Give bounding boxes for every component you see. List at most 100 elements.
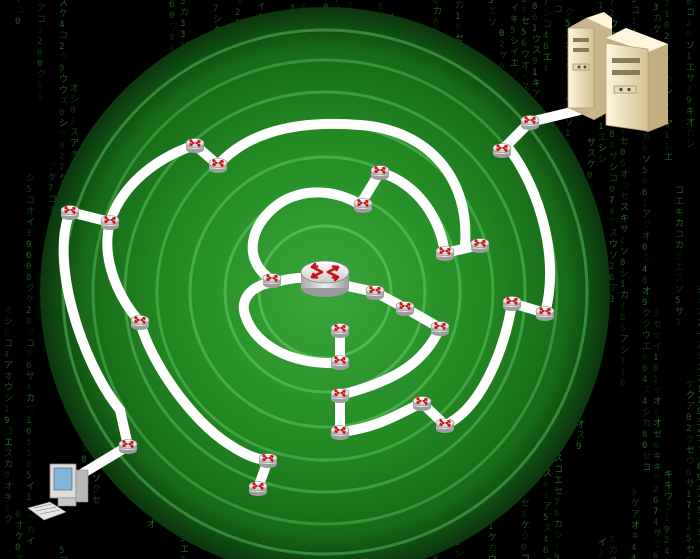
- matrix-glyph: エ: [543, 53, 552, 63]
- matrix-glyph: エ: [664, 153, 673, 163]
- matrix-glyph: ア: [532, 90, 541, 100]
- matrix-glyph: 7: [653, 507, 658, 517]
- router-icon: [100, 214, 120, 231]
- router-icon: [520, 114, 540, 131]
- matrix-glyph: 4: [4, 350, 9, 360]
- matrix-glyph: ケ: [653, 24, 662, 35]
- matrix-glyph: 1: [697, 385, 700, 395]
- router-icon: [185, 137, 205, 154]
- matrix-glyph: 6: [620, 159, 625, 169]
- matrix-glyph: 4: [642, 265, 647, 275]
- router-icon: [353, 197, 373, 214]
- matrix-glyph: ウ: [4, 382, 13, 393]
- matrix-glyph: 0: [642, 144, 647, 154]
- matrix-glyph: 1: [664, 131, 669, 141]
- matrix-glyph: ク: [26, 283, 35, 294]
- matrix-glyph: カ: [488, 543, 497, 554]
- matrix-glyph: 0: [70, 106, 75, 116]
- path-inner-loop: [247, 167, 485, 285]
- matrix-glyph: 7: [213, 4, 218, 14]
- matrix-glyph: オ: [653, 396, 662, 407]
- matrix-glyph: シ: [554, 531, 563, 541]
- matrix-glyph: 3: [686, 85, 691, 95]
- matrix-glyph: 1: [532, 68, 537, 78]
- matrix-glyph: 9: [532, 57, 537, 67]
- matrix-glyph: イ: [587, 182, 596, 192]
- matrix-glyph: ク: [26, 327, 35, 338]
- matrix-glyph: 5: [26, 185, 31, 195]
- matrix-glyph: コ: [543, 20, 552, 30]
- matrix-glyph: 4: [631, 543, 636, 553]
- matrix-glyph: 5: [686, 534, 691, 544]
- matrix-glyph: シ: [697, 528, 700, 538]
- matrix-glyph: 6: [301, 2, 306, 12]
- matrix-glyph: 6: [653, 441, 658, 451]
- matrix-glyph: ア: [4, 361, 13, 371]
- matrix-glyph: ソ: [488, 18, 497, 28]
- matrix-glyph: 2: [609, 9, 614, 19]
- matrix-glyph: 6: [433, 18, 438, 28]
- matrix-glyph: カ: [620, 290, 629, 301]
- matrix-glyph: 1: [631, 17, 636, 27]
- path-lower-right: [335, 105, 585, 437]
- matrix-glyph: ケ: [59, 173, 68, 184]
- matrix-glyph: 2: [499, 40, 504, 50]
- matrix-glyph: キ: [664, 481, 673, 491]
- matrix-glyph: 0: [642, 177, 647, 187]
- matrix-glyph: 2: [653, 485, 658, 495]
- matrix-glyph: 6: [620, 313, 625, 323]
- matrix-glyph: ケ: [631, 498, 640, 509]
- matrix-glyph: オ: [653, 418, 662, 429]
- matrix-glyph: 3: [180, 19, 185, 29]
- matrix-glyph: 8: [620, 258, 625, 268]
- matrix-glyph: コ: [37, 15, 46, 25]
- matrix-glyph: エ: [675, 197, 684, 207]
- matrix-glyph: カ: [642, 132, 651, 143]
- matrix-glyph: ケ: [488, 532, 497, 543]
- matrix-glyph: 0: [169, 44, 174, 54]
- matrix-glyph: ス: [59, 0, 68, 8]
- matrix-glyph: 9: [180, 534, 185, 544]
- matrix-glyph: 1: [664, 10, 669, 20]
- matrix-glyph: シ: [609, 163, 618, 173]
- matrix-glyph: シ: [26, 174, 35, 184]
- router-icon: [330, 424, 350, 441]
- router-icon: [330, 322, 350, 339]
- matrix-glyph: ア: [686, 402, 695, 412]
- matrix-glyph: オ: [620, 169, 629, 180]
- matrix-glyph: 9: [686, 96, 691, 106]
- matrix-glyph: コ: [609, 174, 618, 184]
- matrix-glyph: 6: [653, 551, 658, 559]
- matrix-glyph: カ: [653, 13, 662, 24]
- matrix-glyph: オ: [4, 481, 13, 492]
- matrix-glyph: 6: [543, 546, 548, 556]
- matrix-glyph: キ: [235, 0, 244, 7]
- matrix-glyph: 9: [4, 471, 9, 481]
- matrix-glyph: カ: [26, 393, 35, 404]
- matrix-glyph: ス: [521, 83, 530, 93]
- matrix-glyph: セ: [653, 429, 662, 440]
- matrix-glyph: 0: [15, 543, 20, 553]
- matrix-glyph: 2: [664, 536, 669, 546]
- matrix-glyph: 5: [180, 0, 185, 7]
- matrix-glyph: 1: [26, 493, 31, 503]
- matrix-glyph: 3: [609, 535, 614, 545]
- matrix-glyph: 8: [609, 130, 614, 140]
- matrix-glyph: 5: [26, 438, 31, 448]
- matrix-glyph: 1: [4, 405, 9, 415]
- matrix-glyph: 4: [642, 375, 647, 385]
- matrix-glyph: 6: [532, 13, 537, 23]
- matrix-glyph: ケ: [587, 159, 596, 170]
- router-icon: [130, 314, 150, 331]
- router-icon: [262, 272, 282, 289]
- matrix-glyph: ソ: [565, 118, 574, 128]
- matrix-glyph: ウ: [169, 21, 178, 32]
- matrix-glyph: 9: [697, 473, 700, 483]
- matrix-glyph: サ: [609, 151, 618, 162]
- matrix-glyph: 0: [26, 262, 31, 272]
- matrix-glyph: セ: [686, 445, 695, 456]
- matrix-glyph: ア: [37, 4, 46, 14]
- router-icon: [208, 157, 228, 174]
- matrix-glyph: 6: [37, 81, 42, 91]
